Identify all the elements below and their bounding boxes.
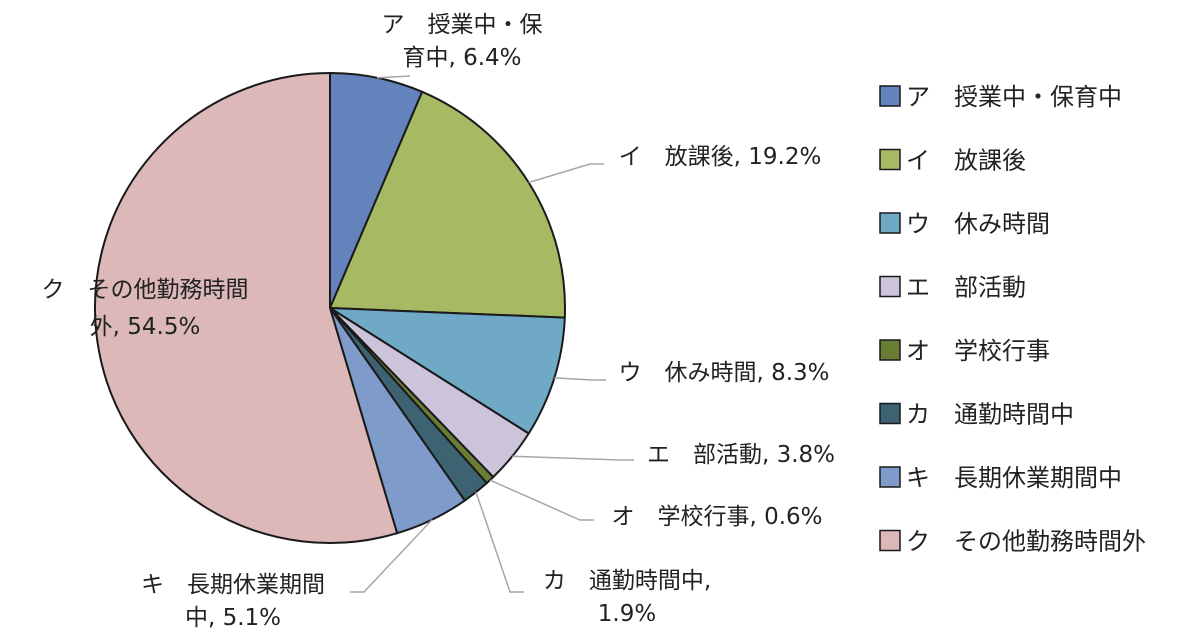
legend-label-2: イ 放課後 (906, 147, 1026, 175)
data-label-2: イ 放課後, 19.2% (619, 144, 822, 170)
pie-slices (94, 72, 566, 544)
data-label-5: オ 学校行事, 0.6% (611, 504, 822, 530)
legend-label-8: ク その他勤務時間外 (906, 528, 1146, 556)
legend-label-7: キ 長期休業期間中 (906, 464, 1122, 492)
leader-line-2 (528, 163, 604, 184)
leader-line-7 (350, 519, 433, 593)
pie-slice-8 (94, 72, 399, 544)
legend-swatch-7 (879, 466, 901, 488)
pie-slice-3 (329, 307, 566, 435)
pie-slice-2 (329, 90, 566, 319)
legend-label-1: ア 授業中・保育中 (906, 83, 1122, 111)
data-label-4: エ 部活動, 3.8% (647, 442, 835, 468)
data-label-1: ア 授業中・保育中, 6.4% (382, 12, 543, 71)
leader-lines (350, 75, 634, 593)
leader-line-6 (475, 491, 524, 593)
data-label-7: キ 長期休業期間中, 5.1% (141, 572, 325, 631)
leader-line-5 (489, 479, 594, 521)
legend-swatch-5 (879, 339, 901, 361)
legend-label-6: カ 通勤時間中 (906, 401, 1074, 429)
legend-label-4: エ 部活動 (906, 274, 1026, 302)
leader-line-3 (554, 377, 606, 381)
legend-swatch-6 (879, 402, 901, 425)
data-label-3: ウ 休み時間, 8.3% (618, 360, 829, 386)
legend-swatch-2 (879, 148, 901, 171)
leader-line-4 (512, 455, 634, 461)
data-label-6: カ 通勤時間中, 1.9% (543, 568, 711, 627)
legend-swatch-3 (879, 212, 901, 234)
data-labels: ア 授業中・保育中, 6.4% イ 放課後, 19.2% ウ 休み時間, 8.3% エ… (42, 12, 836, 631)
legend-label-3: ウ 休み時間 (906, 210, 1050, 238)
data-label-8: ク その他勤務時間外, 54.5% (42, 277, 249, 340)
legend-swatch-1 (879, 85, 901, 107)
legend-swatch-8 (879, 529, 901, 552)
leader-line-1 (376, 75, 411, 79)
legend-swatch-4 (879, 275, 901, 298)
legend-label-5: オ 学校行事 (906, 337, 1050, 365)
